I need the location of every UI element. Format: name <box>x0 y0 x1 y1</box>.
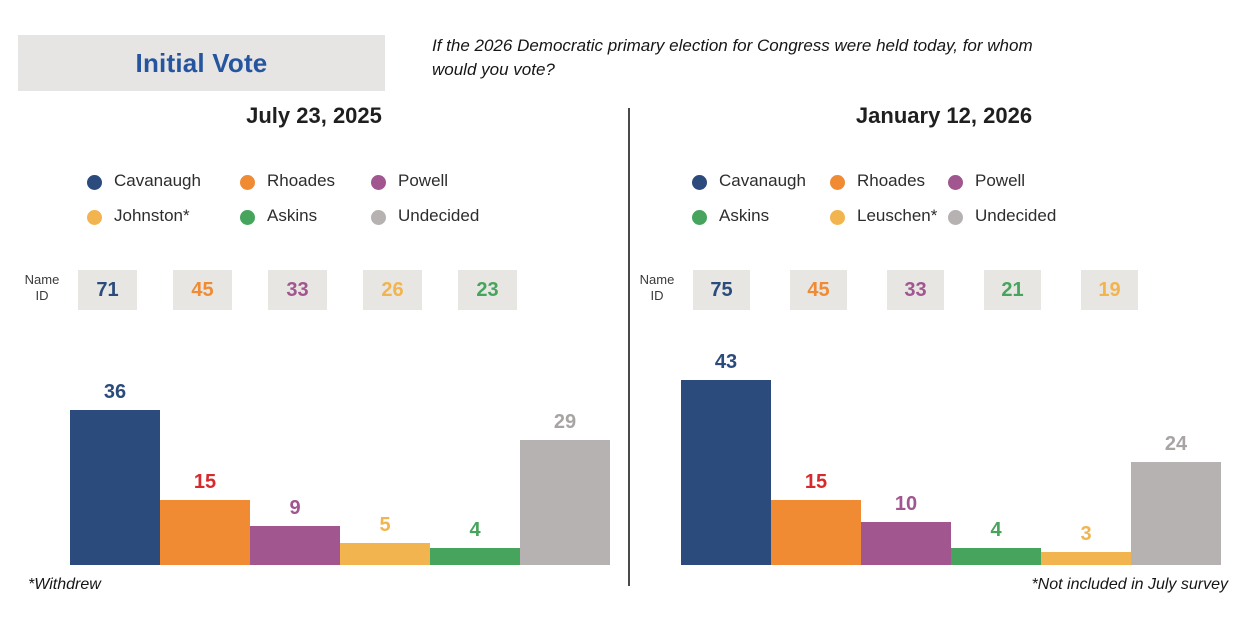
survey-question-line1: If the 2026 Democratic primary election … <box>432 36 1033 55</box>
legend-dot-rhoades <box>240 175 255 190</box>
chart-panel-july: July 23, 2025 Cavanaugh Rhoades Powell Johns… <box>0 0 628 622</box>
bar-rhoades <box>771 500 861 565</box>
bar-rhoades <box>160 500 250 565</box>
legend-dot-undecided <box>371 210 386 225</box>
name-id-value-leuschen: 19 <box>1081 270 1138 310</box>
initial-vote-tab-label: Initial Vote <box>135 47 268 78</box>
bar-askins <box>951 548 1041 565</box>
initial-vote-tab[interactable]: Initial Vote <box>18 35 385 91</box>
bar-value-askins: 4 <box>469 519 481 541</box>
footnote-not-included: *Not included in July survey <box>1031 576 1228 593</box>
bar-value-cavanaugh: 36 <box>103 381 127 403</box>
bar-cavanaugh <box>681 380 771 565</box>
name-id-label: Name ID <box>639 272 675 304</box>
bar-value-rhoades: 15 <box>193 471 217 493</box>
bar-powell <box>250 526 340 565</box>
survey-question: If the 2026 Democratic primary election … <box>432 34 1192 82</box>
legend-dot-powell <box>948 175 963 190</box>
bar-value-powell: 10 <box>894 493 918 515</box>
name-id-value-rhoades: 45 <box>790 270 847 310</box>
legend-label-rhoades: Rhoades <box>267 171 336 190</box>
legend-label-cavanaugh: Cavanaugh <box>114 171 201 190</box>
name-id-value-askins: 23 <box>458 270 517 310</box>
bar-leuschen <box>1041 552 1131 565</box>
name-id-value-cavanaugh: 71 <box>78 270 137 310</box>
legend-dot-undecided <box>948 210 963 225</box>
footnote-withdrew: *Withdrew <box>28 576 101 593</box>
bar-askins <box>430 548 520 565</box>
bar-value-rhoades: 15 <box>804 471 828 493</box>
name-id-value-powell: 33 <box>887 270 944 310</box>
legend-label-powell: Powell <box>975 171 1026 190</box>
bar-powell <box>861 522 951 565</box>
chart-panel-january: January 12, 2026 Cavanaugh Rhoades Powell As… <box>630 0 1258 622</box>
bar-undecided <box>1131 462 1221 565</box>
bar-value-powell: 9 <box>289 497 301 519</box>
bar-johnston <box>340 543 430 565</box>
legend-dot-powell <box>371 175 386 190</box>
legend-dot-cavanaugh <box>692 175 707 190</box>
legend-dot-askins <box>240 210 255 225</box>
legend-dot-askins <box>692 210 707 225</box>
bar-cavanaugh <box>70 410 160 565</box>
legend-label-undecided: Undecided <box>398 206 480 225</box>
name-id-value-rhoades: 45 <box>173 270 232 310</box>
legend-label-johnston: Johnston* <box>114 206 190 225</box>
legend-label-rhoades: Rhoades <box>857 171 926 190</box>
bar-undecided <box>520 440 610 565</box>
chart-date-title: January 12, 2026 <box>855 103 1033 128</box>
name-id-value-cavanaugh: 75 <box>693 270 750 310</box>
panel-divider <box>628 108 630 586</box>
name-id-value-askins: 21 <box>984 270 1041 310</box>
bar-value-cavanaugh: 43 <box>714 351 738 373</box>
bar-value-leuschen: 3 <box>1080 523 1092 545</box>
bar-value-askins: 4 <box>990 519 1002 541</box>
legend-label-undecided: Undecided <box>975 206 1057 225</box>
legend-label-askins: Askins <box>267 206 318 225</box>
chart-date-title: July 23, 2025 <box>246 103 382 128</box>
survey-question-line2: would you vote? <box>432 60 555 80</box>
legend-label-powell: Powell <box>398 171 449 190</box>
name-id-label: Name ID <box>24 272 60 304</box>
legend-label-askins: Askins <box>719 206 770 225</box>
legend-dot-cavanaugh <box>87 175 102 190</box>
legend-dot-rhoades <box>830 175 845 190</box>
name-id-value-powell: 33 <box>268 270 327 310</box>
legend-label-leuschen: Leuschen* <box>857 206 938 225</box>
name-id-value-johnston: 26 <box>363 270 422 310</box>
legend-label-cavanaugh: Cavanaugh <box>719 171 806 190</box>
bar-value-johnston: 5 <box>379 514 391 536</box>
legend-dot-leuschen <box>830 210 845 225</box>
legend-dot-johnston <box>87 210 102 225</box>
bar-value-undecided: 29 <box>553 411 577 433</box>
bar-value-undecided: 24 <box>1164 433 1188 455</box>
